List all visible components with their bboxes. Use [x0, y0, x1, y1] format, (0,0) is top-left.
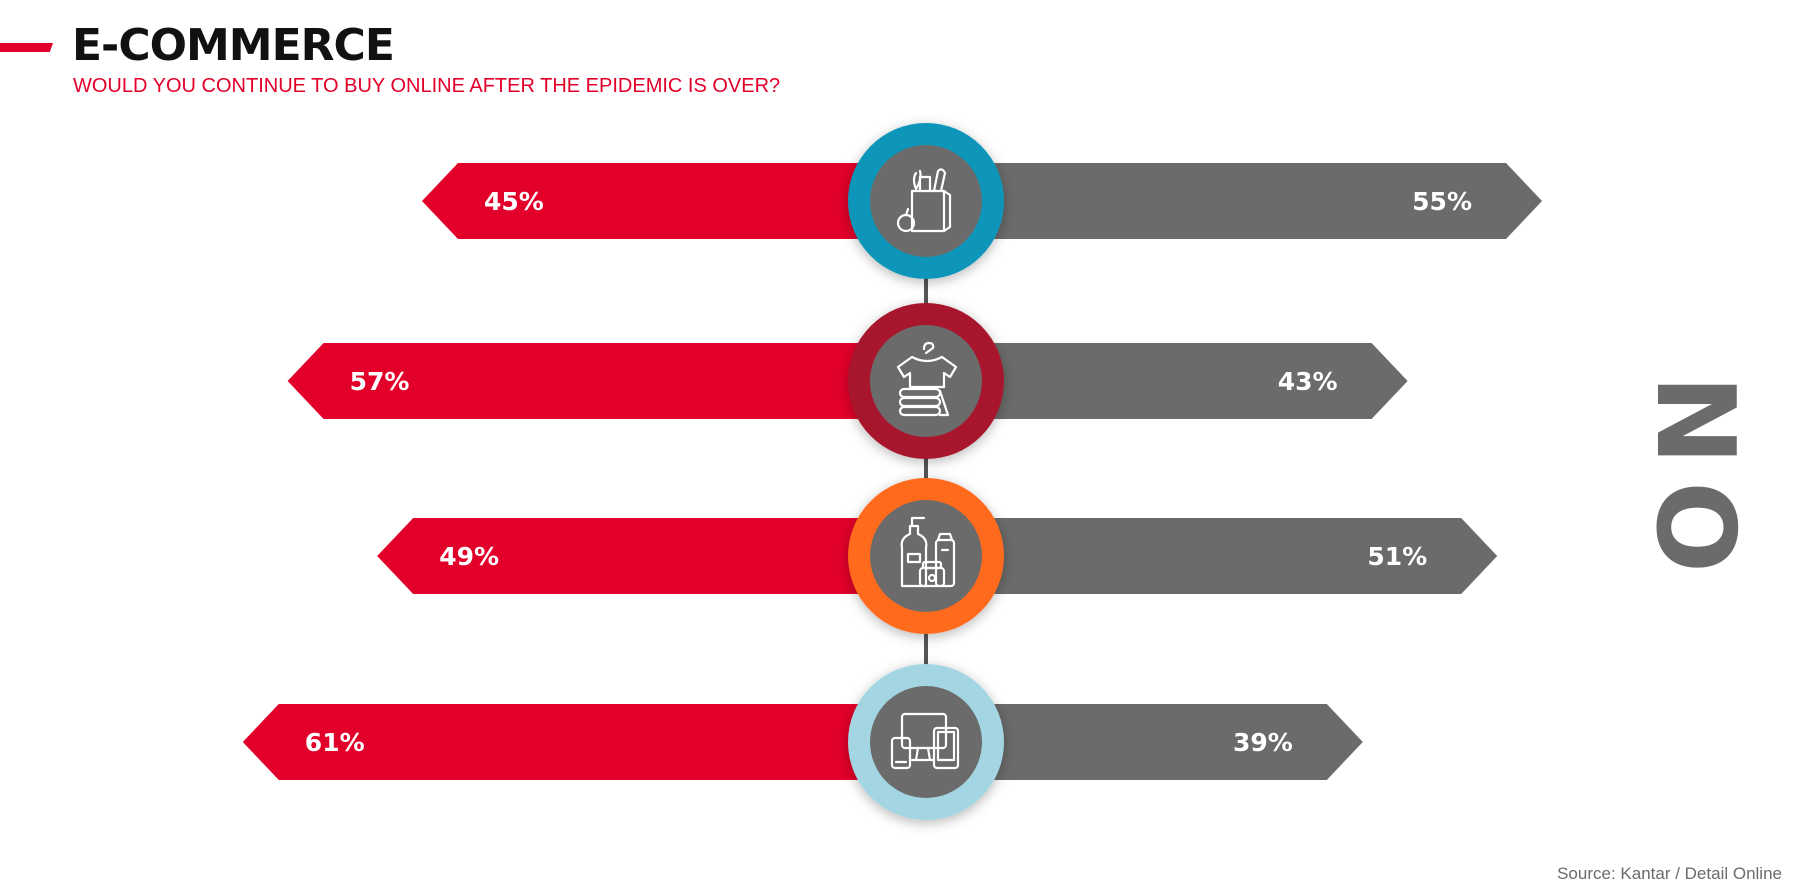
bar-right: [926, 518, 1498, 594]
value-label-right: 51%: [1367, 542, 1427, 571]
value-label-right: 43%: [1278, 367, 1338, 396]
bar-left: [377, 518, 926, 594]
page-title: E-COMMERCE: [72, 20, 395, 71]
bar-left: [242, 704, 927, 780]
category-disc: [870, 325, 982, 437]
bar-right: [926, 163, 1542, 239]
electronics-icon: [890, 712, 960, 770]
bar-right: [926, 704, 1363, 780]
value-label-left: 49%: [439, 542, 499, 571]
value-label-left: 61%: [305, 728, 365, 757]
category-disc: [870, 145, 982, 257]
value-label-left: 57%: [350, 367, 410, 396]
bar-right: [926, 343, 1408, 419]
value-label-right: 39%: [1233, 728, 1293, 757]
grocery-bag-icon: [896, 168, 952, 233]
value-label-right: 55%: [1412, 187, 1472, 216]
category-disc: [870, 686, 982, 798]
bar-left: [287, 343, 927, 419]
source-note: Source: Kantar / Detail Online: [1557, 864, 1782, 883]
bar-left: [422, 163, 926, 239]
cosmetics-icon: [900, 516, 956, 588]
value-label-left: 45%: [484, 187, 544, 216]
title-accent-bar: [0, 43, 53, 52]
no-series-label: NO: [1632, 374, 1757, 590]
clothing-icon: [896, 341, 958, 417]
page-subtitle: WOULD YOU CONTINUE TO BUY ONLINE AFTER T…: [73, 75, 781, 97]
